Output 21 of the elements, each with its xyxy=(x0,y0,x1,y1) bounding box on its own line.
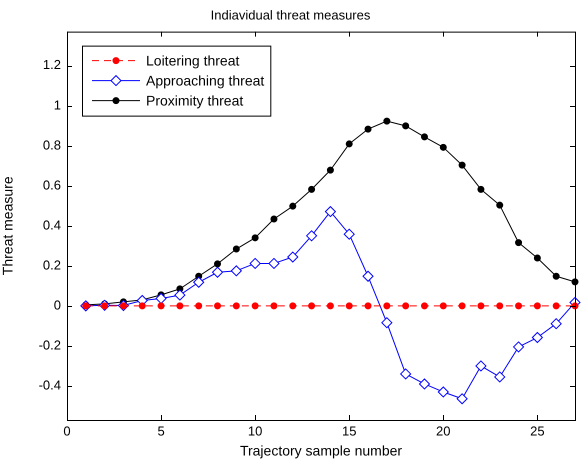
y-tick-label: 0.4 xyxy=(42,217,61,232)
chart-title: Indiavidual threat measures xyxy=(210,7,371,22)
x-tick-label: 20 xyxy=(436,423,451,438)
y-tick-label: -0.2 xyxy=(38,338,61,352)
y-axis-title: Threat measure xyxy=(0,176,16,276)
y-tick-label: 0.8 xyxy=(42,137,61,152)
x-tick-label: 10 xyxy=(248,423,262,438)
y-tick-label: 1 xyxy=(54,97,61,112)
y-tick-label: 0.2 xyxy=(42,257,61,272)
y-tick-label: 1.2 xyxy=(42,57,61,72)
x-axis-title: Trajectory sample number xyxy=(240,442,402,458)
x-tick-label: 25 xyxy=(530,423,545,438)
legend-label: Loitering threat xyxy=(146,52,240,68)
y-tick-label: -0.4 xyxy=(38,378,61,393)
x-tick-label: 0 xyxy=(63,423,71,438)
legend-label: Proximity threat xyxy=(146,92,244,108)
legend-label: Approaching threat xyxy=(146,72,264,88)
x-tick-label: 15 xyxy=(342,423,356,438)
x-tick-label: 5 xyxy=(157,423,165,438)
y-tick-label: 0 xyxy=(54,297,61,312)
y-tick-label: 0.6 xyxy=(42,177,61,192)
